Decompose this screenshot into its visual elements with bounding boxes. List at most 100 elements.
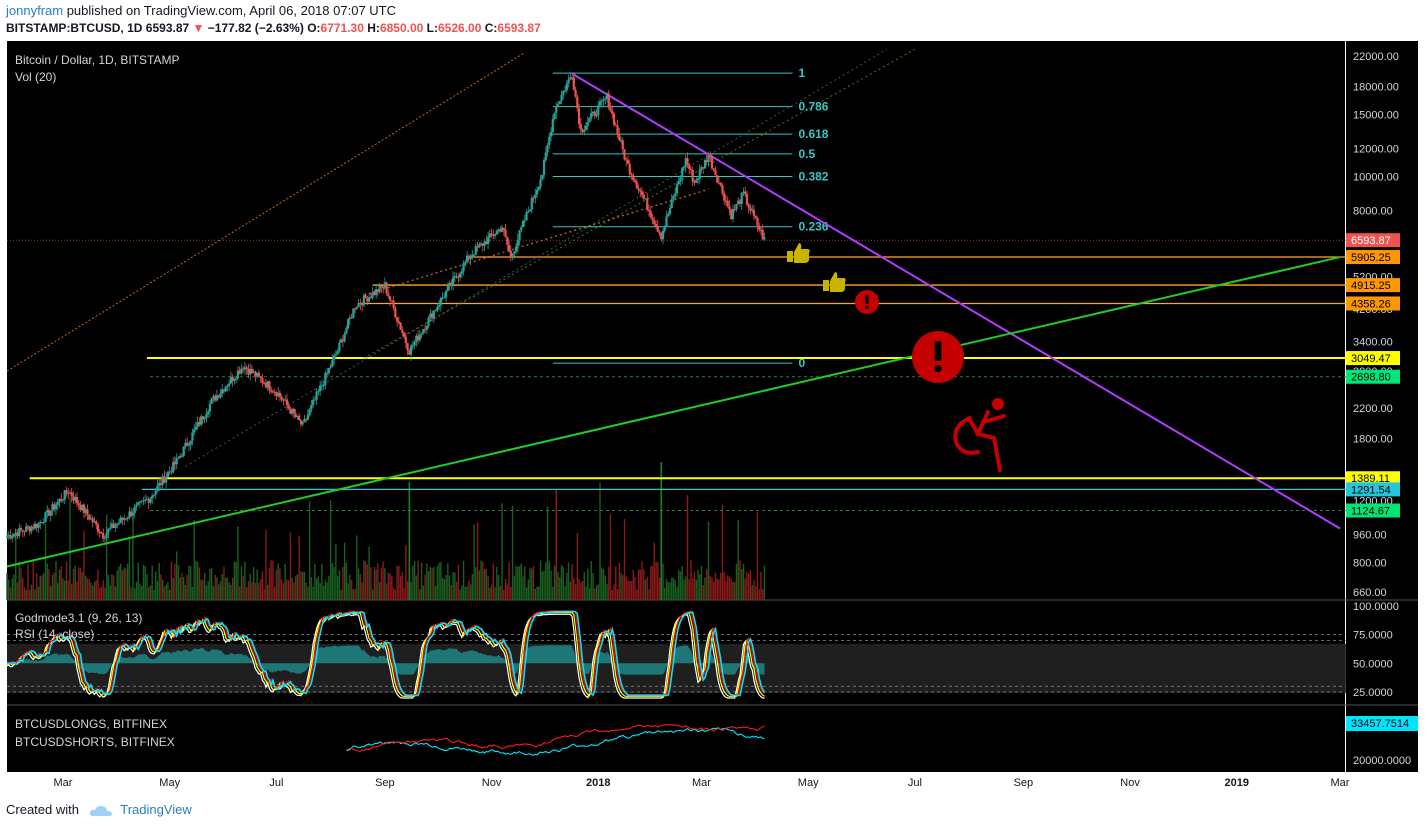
volume-bar bbox=[350, 579, 353, 600]
volume-bar bbox=[398, 565, 400, 600]
volume-bar bbox=[25, 589, 27, 600]
candle-body bbox=[11, 536, 14, 539]
fib-level-label: 0.382 bbox=[798, 170, 828, 184]
candle-body bbox=[548, 136, 551, 146]
volume-bar bbox=[448, 575, 451, 600]
candle-body bbox=[249, 368, 252, 375]
volume-bar bbox=[751, 585, 753, 600]
volume-bar bbox=[160, 574, 162, 600]
candle-body bbox=[32, 526, 35, 529]
candle-body bbox=[584, 125, 588, 131]
volume-bar bbox=[462, 560, 465, 600]
candle-body bbox=[723, 193, 726, 201]
candle-body bbox=[375, 289, 378, 296]
candle-body bbox=[721, 185, 724, 194]
volume-bar bbox=[114, 586, 117, 600]
volume-bar bbox=[482, 561, 484, 600]
volume-bar bbox=[522, 576, 524, 600]
volume-bar bbox=[721, 504, 724, 600]
volume-spike-bar bbox=[555, 490, 558, 600]
candle-body bbox=[730, 209, 733, 219]
candle-body bbox=[469, 255, 472, 260]
candle-body bbox=[282, 399, 285, 401]
candle-body bbox=[102, 532, 105, 539]
candle-body bbox=[322, 384, 325, 386]
candle-body bbox=[315, 391, 318, 400]
candle-body bbox=[306, 415, 309, 420]
candle-body bbox=[396, 317, 399, 322]
price-label-tag bbox=[1346, 278, 1400, 293]
volume-bar bbox=[494, 586, 496, 600]
volume-bar bbox=[18, 561, 20, 600]
candle-body bbox=[549, 131, 553, 137]
upper-channel-line bbox=[6, 52, 526, 372]
candle-body bbox=[597, 105, 600, 116]
volume-bar bbox=[471, 574, 474, 600]
volume-bar bbox=[41, 575, 43, 600]
volume-bar bbox=[646, 576, 648, 600]
candle-body bbox=[630, 173, 633, 176]
volume-bar bbox=[219, 581, 222, 600]
volume-bar bbox=[328, 575, 330, 600]
volume-bar bbox=[466, 586, 468, 600]
candle-body bbox=[219, 393, 222, 398]
volume-bar bbox=[326, 582, 328, 600]
volume-bar bbox=[62, 578, 64, 600]
volume-bar bbox=[55, 560, 57, 600]
candle-body bbox=[350, 317, 353, 319]
oscillator-pane[interactable]: 100.0000 75.0000 50.0000 25.0000 bbox=[6, 601, 1399, 699]
volume-bar bbox=[296, 574, 299, 600]
footer: Created with TradingView bbox=[6, 802, 192, 818]
volume-bar bbox=[387, 572, 390, 600]
volume-bar bbox=[567, 562, 570, 600]
volume-bar bbox=[697, 569, 699, 600]
candle-body bbox=[511, 253, 514, 257]
candle-body bbox=[586, 122, 589, 126]
candle-body bbox=[497, 229, 500, 231]
volume-bar bbox=[623, 519, 626, 600]
candle-body bbox=[574, 89, 577, 97]
volume-bar bbox=[132, 517, 134, 600]
volume-bar bbox=[389, 573, 391, 600]
price-label-value: 5905.25 bbox=[1351, 252, 1391, 264]
volume-bar bbox=[583, 571, 585, 600]
volume-bar bbox=[156, 580, 159, 600]
price-pane[interactable]: 22000.0018000.0015000.0012000.0010000.00… bbox=[5, 48, 1400, 600]
candle-body bbox=[67, 493, 70, 495]
candle-body bbox=[527, 211, 530, 213]
volume-bar bbox=[692, 578, 694, 600]
volume-bar bbox=[371, 589, 374, 600]
candle-body bbox=[165, 476, 168, 483]
candle-body bbox=[334, 354, 337, 356]
author-link[interactable]: jonnyfram bbox=[6, 3, 64, 18]
candle-body bbox=[294, 413, 297, 418]
candle-body bbox=[710, 157, 714, 169]
price-label-value: 1389.11 bbox=[1351, 473, 1390, 485]
volume-bar bbox=[384, 567, 386, 600]
volume-bar bbox=[282, 583, 285, 600]
price-tick-label: 15000.00 bbox=[1353, 110, 1399, 122]
candle-body bbox=[626, 160, 630, 164]
candle-body bbox=[63, 490, 66, 500]
chart-canvas[interactable]: 22000.0018000.0015000.0012000.0010000.00… bbox=[0, 40, 1425, 796]
volume-bar bbox=[734, 581, 736, 600]
volume-bar bbox=[419, 589, 421, 600]
candle-body bbox=[651, 217, 654, 221]
candle-body bbox=[530, 197, 533, 210]
tradingview-link[interactable]: TradingView bbox=[120, 802, 192, 817]
volume-bar bbox=[116, 570, 118, 600]
candle-body bbox=[409, 345, 413, 355]
candle-body bbox=[194, 426, 198, 430]
candle-body bbox=[72, 496, 75, 501]
price-tick-label: 2200.00 bbox=[1353, 403, 1393, 415]
volume-bar bbox=[679, 571, 682, 600]
candle-body bbox=[724, 200, 728, 202]
time-axis[interactable] bbox=[7, 773, 1345, 791]
volume-bar bbox=[450, 584, 453, 600]
volume-bar bbox=[618, 562, 620, 600]
price-label-tag bbox=[1346, 482, 1400, 497]
volume-bar bbox=[452, 572, 454, 600]
volume-bar bbox=[594, 588, 596, 600]
volume-bar bbox=[279, 568, 281, 600]
candle-body bbox=[37, 523, 40, 528]
